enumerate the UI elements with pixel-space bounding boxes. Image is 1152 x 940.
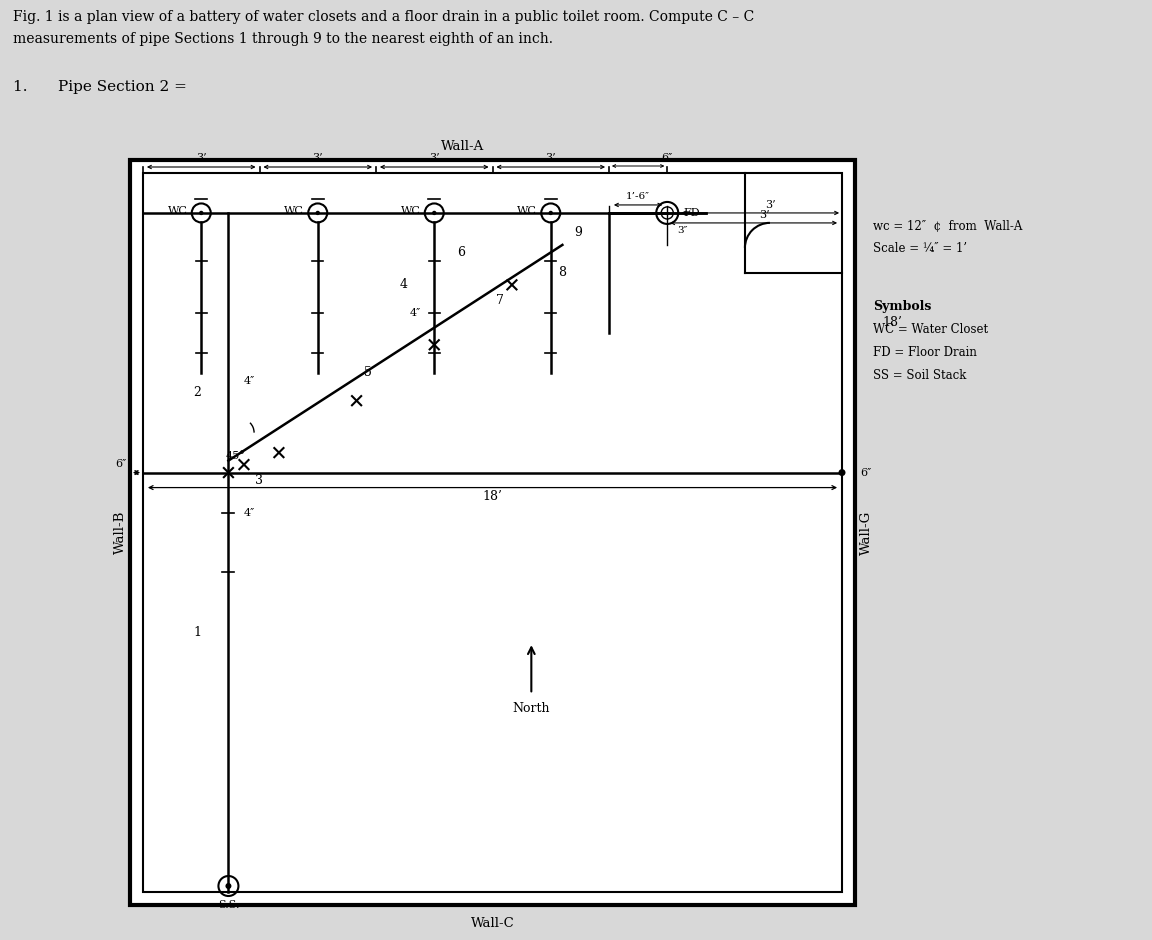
Bar [143,173,842,892]
Text: Fig. 1 is a plan view of a battery of water closets and a floor drain in a publi: Fig. 1 is a plan view of a battery of wa… [13,10,755,24]
Text: 6: 6 [457,246,465,259]
Text: Scale = ¼″ = 1’: Scale = ¼″ = 1’ [873,242,968,255]
Text: 18’: 18’ [882,316,902,329]
Text: 7: 7 [497,294,505,307]
Text: 3’: 3’ [429,153,440,163]
Text: 6″: 6″ [661,153,673,163]
Text: 1: 1 [194,626,202,639]
Text: Wall-B: Wall-B [114,510,127,555]
Text: 45°: 45° [225,450,245,461]
Text: 3’: 3’ [765,200,775,210]
Circle shape [316,211,320,215]
Text: 3’: 3’ [545,153,556,163]
Text: 1.  Pipe Section 2 =: 1. Pipe Section 2 = [13,80,187,94]
Text: 3’: 3’ [759,210,770,220]
Text: 5: 5 [364,367,372,379]
Bar [130,160,855,905]
Text: FD: FD [683,208,700,218]
Text: 3″: 3″ [677,227,688,235]
Text: WC: WC [517,206,537,216]
Text: WC: WC [285,206,304,216]
Text: 3’: 3’ [196,153,206,163]
Text: 4″: 4″ [244,508,256,518]
Text: Wall-G: Wall-G [859,510,872,555]
Text: S.S.: S.S. [218,900,240,910]
Text: Symbols: Symbols [873,300,931,313]
Circle shape [199,211,204,215]
Text: 1’-6″: 1’-6″ [627,192,650,201]
Text: 4: 4 [400,278,407,291]
Text: wc = 12″  ¢  from  Wall-A: wc = 12″ ¢ from Wall-A [873,220,1022,233]
Circle shape [432,211,437,215]
Text: 6″: 6″ [861,467,871,478]
Circle shape [839,469,846,476]
Text: 9: 9 [574,227,582,240]
Text: Wall-C: Wall-C [471,917,515,930]
Text: measurements of pipe Sections 1 through 9 to the nearest eighth of an inch.: measurements of pipe Sections 1 through … [13,32,553,46]
Text: 18’: 18’ [483,490,502,503]
Text: WC: WC [401,206,420,216]
Text: 2: 2 [194,386,202,400]
Text: WC: WC [168,206,188,216]
Text: 4″: 4″ [244,376,256,385]
Text: Wall-A: Wall-A [441,140,484,153]
Text: 8: 8 [559,266,567,279]
Text: North: North [513,702,551,715]
Circle shape [548,211,553,215]
Text: 4″: 4″ [409,307,420,318]
Text: 3’: 3’ [312,153,323,163]
Text: WC = Water Closet: WC = Water Closet [873,323,988,336]
Text: SS = Soil Stack: SS = Soil Stack [873,369,967,382]
Text: 3: 3 [256,474,264,487]
Text: 6″: 6″ [115,459,127,468]
Circle shape [226,883,232,889]
Text: FD = Floor Drain: FD = Floor Drain [873,346,977,359]
